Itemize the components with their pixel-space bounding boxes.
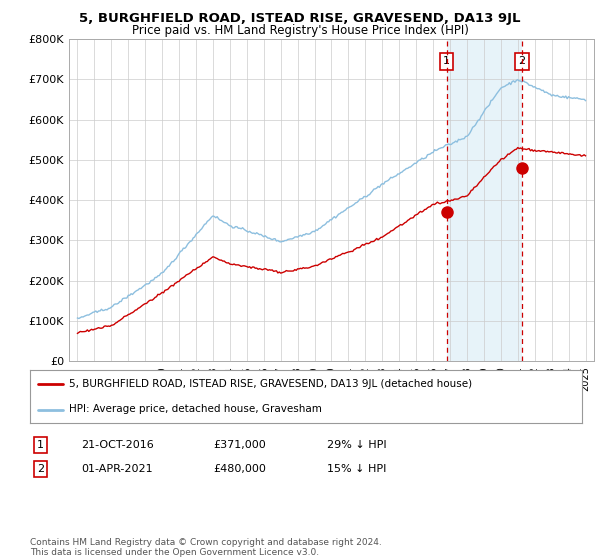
Text: Price paid vs. HM Land Registry's House Price Index (HPI): Price paid vs. HM Land Registry's House …: [131, 24, 469, 36]
Text: 21-OCT-2016: 21-OCT-2016: [81, 440, 154, 450]
Text: 2: 2: [37, 464, 44, 474]
Text: 01-APR-2021: 01-APR-2021: [81, 464, 152, 474]
Text: 1: 1: [443, 57, 450, 66]
Text: £371,000: £371,000: [213, 440, 266, 450]
Text: 2: 2: [518, 57, 526, 66]
Text: 1: 1: [37, 440, 44, 450]
Text: Contains HM Land Registry data © Crown copyright and database right 2024.
This d: Contains HM Land Registry data © Crown c…: [30, 538, 382, 557]
Text: 29% ↓ HPI: 29% ↓ HPI: [327, 440, 386, 450]
Text: 5, BURGHFIELD ROAD, ISTEAD RISE, GRAVESEND, DA13 9JL (detached house): 5, BURGHFIELD ROAD, ISTEAD RISE, GRAVESE…: [68, 380, 472, 390]
Text: £480,000: £480,000: [213, 464, 266, 474]
Text: 15% ↓ HPI: 15% ↓ HPI: [327, 464, 386, 474]
Bar: [446, 39, 522, 361]
Text: HPI: Average price, detached house, Gravesham: HPI: Average price, detached house, Grav…: [68, 404, 322, 414]
Text: 5, BURGHFIELD ROAD, ISTEAD RISE, GRAVESEND, DA13 9JL: 5, BURGHFIELD ROAD, ISTEAD RISE, GRAVESE…: [79, 12, 521, 25]
